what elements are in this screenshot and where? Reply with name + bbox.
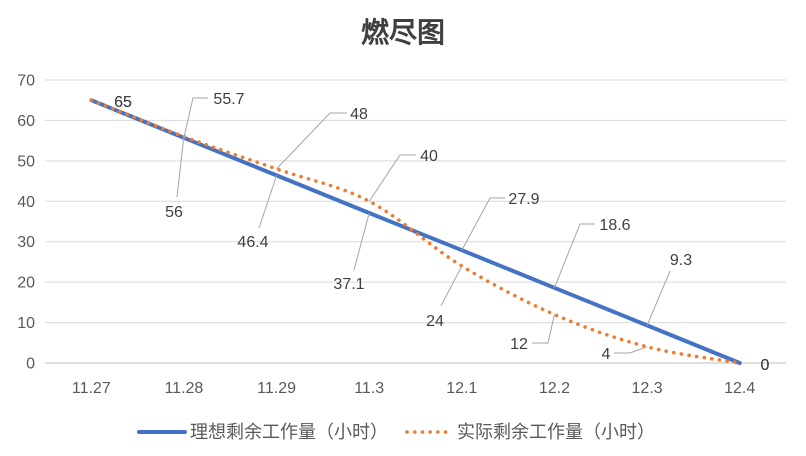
data-label-actual: 40	[420, 148, 438, 165]
series-line-actual	[89, 98, 742, 365]
data-label-ideal: 9.3	[670, 252, 692, 269]
leader-line-actual	[532, 314, 555, 344]
leader-line-ideal	[183, 97, 208, 138]
x-tick-label: 11.28	[164, 380, 203, 397]
data-label-ideal: 55.7	[213, 91, 244, 108]
legend-label-actual: 实际剩余工作量（小时）	[457, 422, 655, 442]
data-label-leader-lines	[176, 97, 671, 354]
chart-title: 燃尽图	[361, 17, 445, 48]
data-label-ideal: 27.9	[508, 191, 539, 208]
y-tick-label: 30	[17, 234, 35, 251]
data-label-actual: 56	[165, 204, 183, 221]
x-tick-label: 11.27	[72, 380, 111, 397]
y-axis-tick-labels: 0 10 20 30 40 50 60 70	[17, 73, 35, 373]
plot-series	[89, 98, 742, 366]
data-point-actual	[89, 98, 94, 103]
leader-line-actual	[368, 154, 416, 202]
gridlines	[45, 79, 786, 364]
x-tick-label: 12.3	[632, 380, 663, 397]
leader-line-ideal	[353, 212, 370, 271]
data-label-actual: 4	[602, 346, 611, 363]
x-tick-label: 11.29	[257, 380, 296, 397]
y-tick-label: 0	[26, 356, 35, 373]
leader-line-actual	[440, 265, 463, 307]
y-tick-label: 70	[17, 73, 35, 90]
data-label-actual: 65	[114, 94, 132, 111]
data-label-actual: 0	[761, 357, 770, 374]
leader-line-ideal	[646, 270, 671, 326]
y-tick-label: 50	[17, 153, 35, 170]
data-label-actual: 24	[426, 313, 444, 330]
data-label-actual: 12	[510, 336, 528, 353]
series-line-ideal	[89, 98, 742, 365]
data-label-ideal: 0	[761, 357, 770, 374]
data-label-ideal: 37.1	[333, 276, 364, 293]
leader-line-ideal	[553, 223, 595, 288]
data-label-ideal: 65	[114, 94, 132, 111]
legend-item-actual: 实际剩余工作量（小时）	[405, 422, 655, 442]
leader-line-actual	[176, 136, 185, 198]
x-tick-label: 12.4	[724, 380, 755, 397]
leader-line-ideal	[461, 197, 505, 251]
x-axis-tick-labels: 11.27 11.28 11.29 11.3 12.1 12.2 12.3 12.4	[72, 380, 756, 397]
y-tick-label: 10	[17, 315, 35, 332]
x-tick-label: 11.3	[354, 380, 384, 397]
leader-line-ideal	[258, 175, 278, 229]
data-label-actual: 48	[350, 106, 368, 123]
data-label-ideal: 18.6	[599, 217, 630, 234]
y-tick-label: 40	[17, 194, 35, 211]
legend-item-ideal: 理想剩余工作量（小时）	[137, 422, 388, 442]
leader-line-actual	[614, 346, 648, 354]
legend-label-ideal: 理想剩余工作量（小时）	[190, 422, 388, 442]
x-tick-label: 12.1	[446, 380, 477, 397]
legend: 理想剩余工作量（小时） 实际剩余工作量（小时）	[137, 422, 655, 442]
leader-line-actual	[276, 112, 347, 170]
x-tick-label: 12.2	[539, 380, 570, 397]
y-tick-label: 60	[17, 113, 35, 130]
data-point-actual	[737, 361, 742, 366]
y-tick-label: 20	[17, 275, 35, 292]
data-label-ideal: 46.4	[237, 234, 268, 251]
